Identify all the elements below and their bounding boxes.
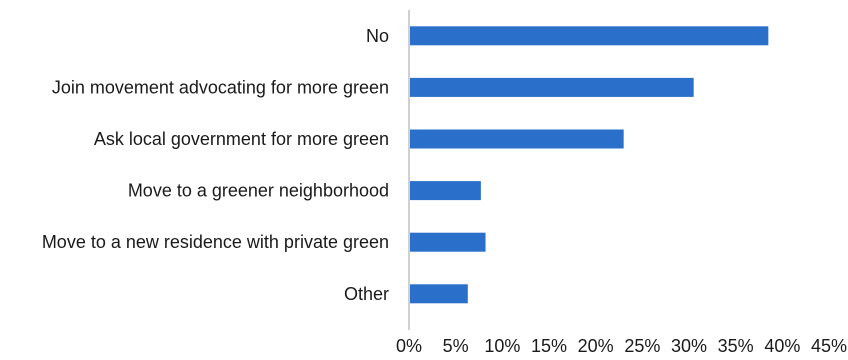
x-tick-label: 20%	[578, 336, 614, 356]
bar-3	[409, 181, 481, 201]
category-label: Move to a new residence with private gre…	[42, 232, 389, 252]
category-label: Join movement advocating for more green	[52, 77, 389, 97]
x-tick-label: 40%	[764, 336, 800, 356]
bar-5	[409, 284, 468, 304]
category-label: No	[366, 26, 389, 46]
x-tick-label: 15%	[531, 336, 567, 356]
x-tick-label: 45%	[811, 336, 847, 356]
bar-2	[409, 129, 624, 149]
category-label: Ask local government for more green	[94, 129, 389, 149]
bar-4	[409, 232, 486, 252]
bars-group	[409, 26, 769, 304]
x-tick-label: 30%	[671, 336, 707, 356]
category-label: Other	[344, 284, 389, 304]
x-tick-label: 10%	[484, 336, 520, 356]
x-tick-label: 25%	[624, 336, 660, 356]
x-tick-label: 35%	[718, 336, 754, 356]
bar-1	[409, 77, 694, 97]
x-tick-label: 5%	[443, 336, 469, 356]
category-label: Move to a greener neighborhood	[128, 181, 389, 201]
x-tick-label: 0%	[396, 336, 422, 356]
bar-0	[409, 26, 769, 46]
category-labels: No Join movement advocating for more gree…	[42, 26, 389, 304]
x-tick-labels: 0% 5% 10% 15% 20% 25% 30% 35% 40% 45%	[396, 336, 847, 356]
